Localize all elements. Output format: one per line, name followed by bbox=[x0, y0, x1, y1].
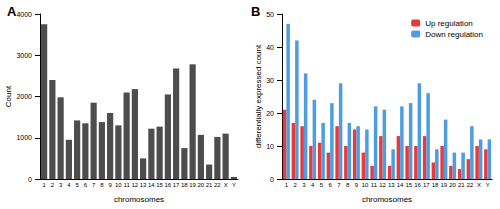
svg-text:B: B bbox=[251, 4, 260, 19]
svg-text:10: 10 bbox=[266, 143, 274, 150]
svg-text:2000: 2000 bbox=[16, 93, 32, 100]
svg-text:7: 7 bbox=[337, 182, 341, 188]
svg-text:22: 22 bbox=[214, 182, 221, 188]
svg-text:18: 18 bbox=[181, 182, 188, 188]
svg-text:22: 22 bbox=[467, 182, 474, 188]
svg-text:17: 17 bbox=[173, 182, 180, 188]
svg-text:X: X bbox=[477, 182, 481, 188]
svg-text:5: 5 bbox=[75, 182, 79, 188]
svg-text:20: 20 bbox=[449, 182, 456, 188]
svg-text:11: 11 bbox=[124, 182, 131, 188]
svg-text:chromosomes: chromosomes bbox=[362, 195, 412, 204]
svg-text:chromosomes: chromosomes bbox=[114, 195, 164, 204]
svg-text:4000: 4000 bbox=[16, 11, 32, 18]
svg-text:Up regulation: Up regulation bbox=[425, 19, 473, 28]
svg-text:6: 6 bbox=[84, 182, 88, 188]
svg-text:1: 1 bbox=[285, 182, 289, 188]
svg-text:20: 20 bbox=[266, 110, 274, 117]
svg-text:7: 7 bbox=[92, 182, 96, 188]
svg-text:11: 11 bbox=[371, 182, 378, 188]
svg-text:50: 50 bbox=[266, 11, 274, 18]
svg-text:2: 2 bbox=[293, 182, 297, 188]
svg-text:5: 5 bbox=[320, 182, 324, 188]
svg-text:21: 21 bbox=[458, 182, 465, 188]
svg-text:4: 4 bbox=[311, 182, 315, 188]
svg-text:0: 0 bbox=[270, 176, 274, 183]
svg-text:18: 18 bbox=[432, 182, 439, 188]
svg-text:13: 13 bbox=[140, 182, 147, 188]
svg-text:6: 6 bbox=[328, 182, 332, 188]
svg-text:16: 16 bbox=[165, 182, 172, 188]
svg-text:15: 15 bbox=[156, 182, 163, 188]
svg-text:4: 4 bbox=[67, 182, 71, 188]
svg-text:13: 13 bbox=[388, 182, 395, 188]
svg-text:3: 3 bbox=[302, 182, 306, 188]
svg-text:X: X bbox=[224, 182, 228, 188]
svg-text:14: 14 bbox=[397, 182, 404, 188]
svg-text:21: 21 bbox=[206, 182, 213, 188]
svg-text:1: 1 bbox=[42, 182, 46, 188]
svg-text:8: 8 bbox=[346, 182, 350, 188]
svg-text:1000: 1000 bbox=[16, 134, 32, 141]
svg-text:15: 15 bbox=[406, 182, 413, 188]
svg-text:10: 10 bbox=[362, 182, 369, 188]
svg-text:16: 16 bbox=[414, 182, 421, 188]
svg-text:19: 19 bbox=[189, 182, 196, 188]
svg-text:14: 14 bbox=[148, 182, 155, 188]
svg-text:19: 19 bbox=[441, 182, 448, 188]
svg-text:Y: Y bbox=[232, 182, 236, 188]
svg-text:17: 17 bbox=[423, 182, 430, 188]
svg-text:9: 9 bbox=[355, 182, 359, 188]
svg-text:3000: 3000 bbox=[16, 52, 32, 59]
svg-text:A: A bbox=[7, 4, 17, 19]
svg-text:3: 3 bbox=[59, 182, 63, 188]
svg-text:Down regulation: Down regulation bbox=[425, 30, 483, 39]
svg-text:40: 40 bbox=[266, 44, 274, 51]
svg-text:Y: Y bbox=[486, 182, 490, 188]
svg-text:30: 30 bbox=[266, 77, 274, 84]
svg-text:20: 20 bbox=[198, 182, 205, 188]
svg-text:0: 0 bbox=[28, 176, 32, 183]
svg-text:9: 9 bbox=[108, 182, 112, 188]
svg-text:2: 2 bbox=[51, 182, 55, 188]
svg-text:Count: Count bbox=[4, 85, 13, 107]
svg-text:8: 8 bbox=[100, 182, 104, 188]
svg-text:differentially expressed count: differentially expressed count bbox=[254, 44, 263, 148]
svg-text:12: 12 bbox=[379, 182, 386, 188]
svg-text:10: 10 bbox=[115, 182, 122, 188]
svg-text:12: 12 bbox=[132, 182, 139, 188]
